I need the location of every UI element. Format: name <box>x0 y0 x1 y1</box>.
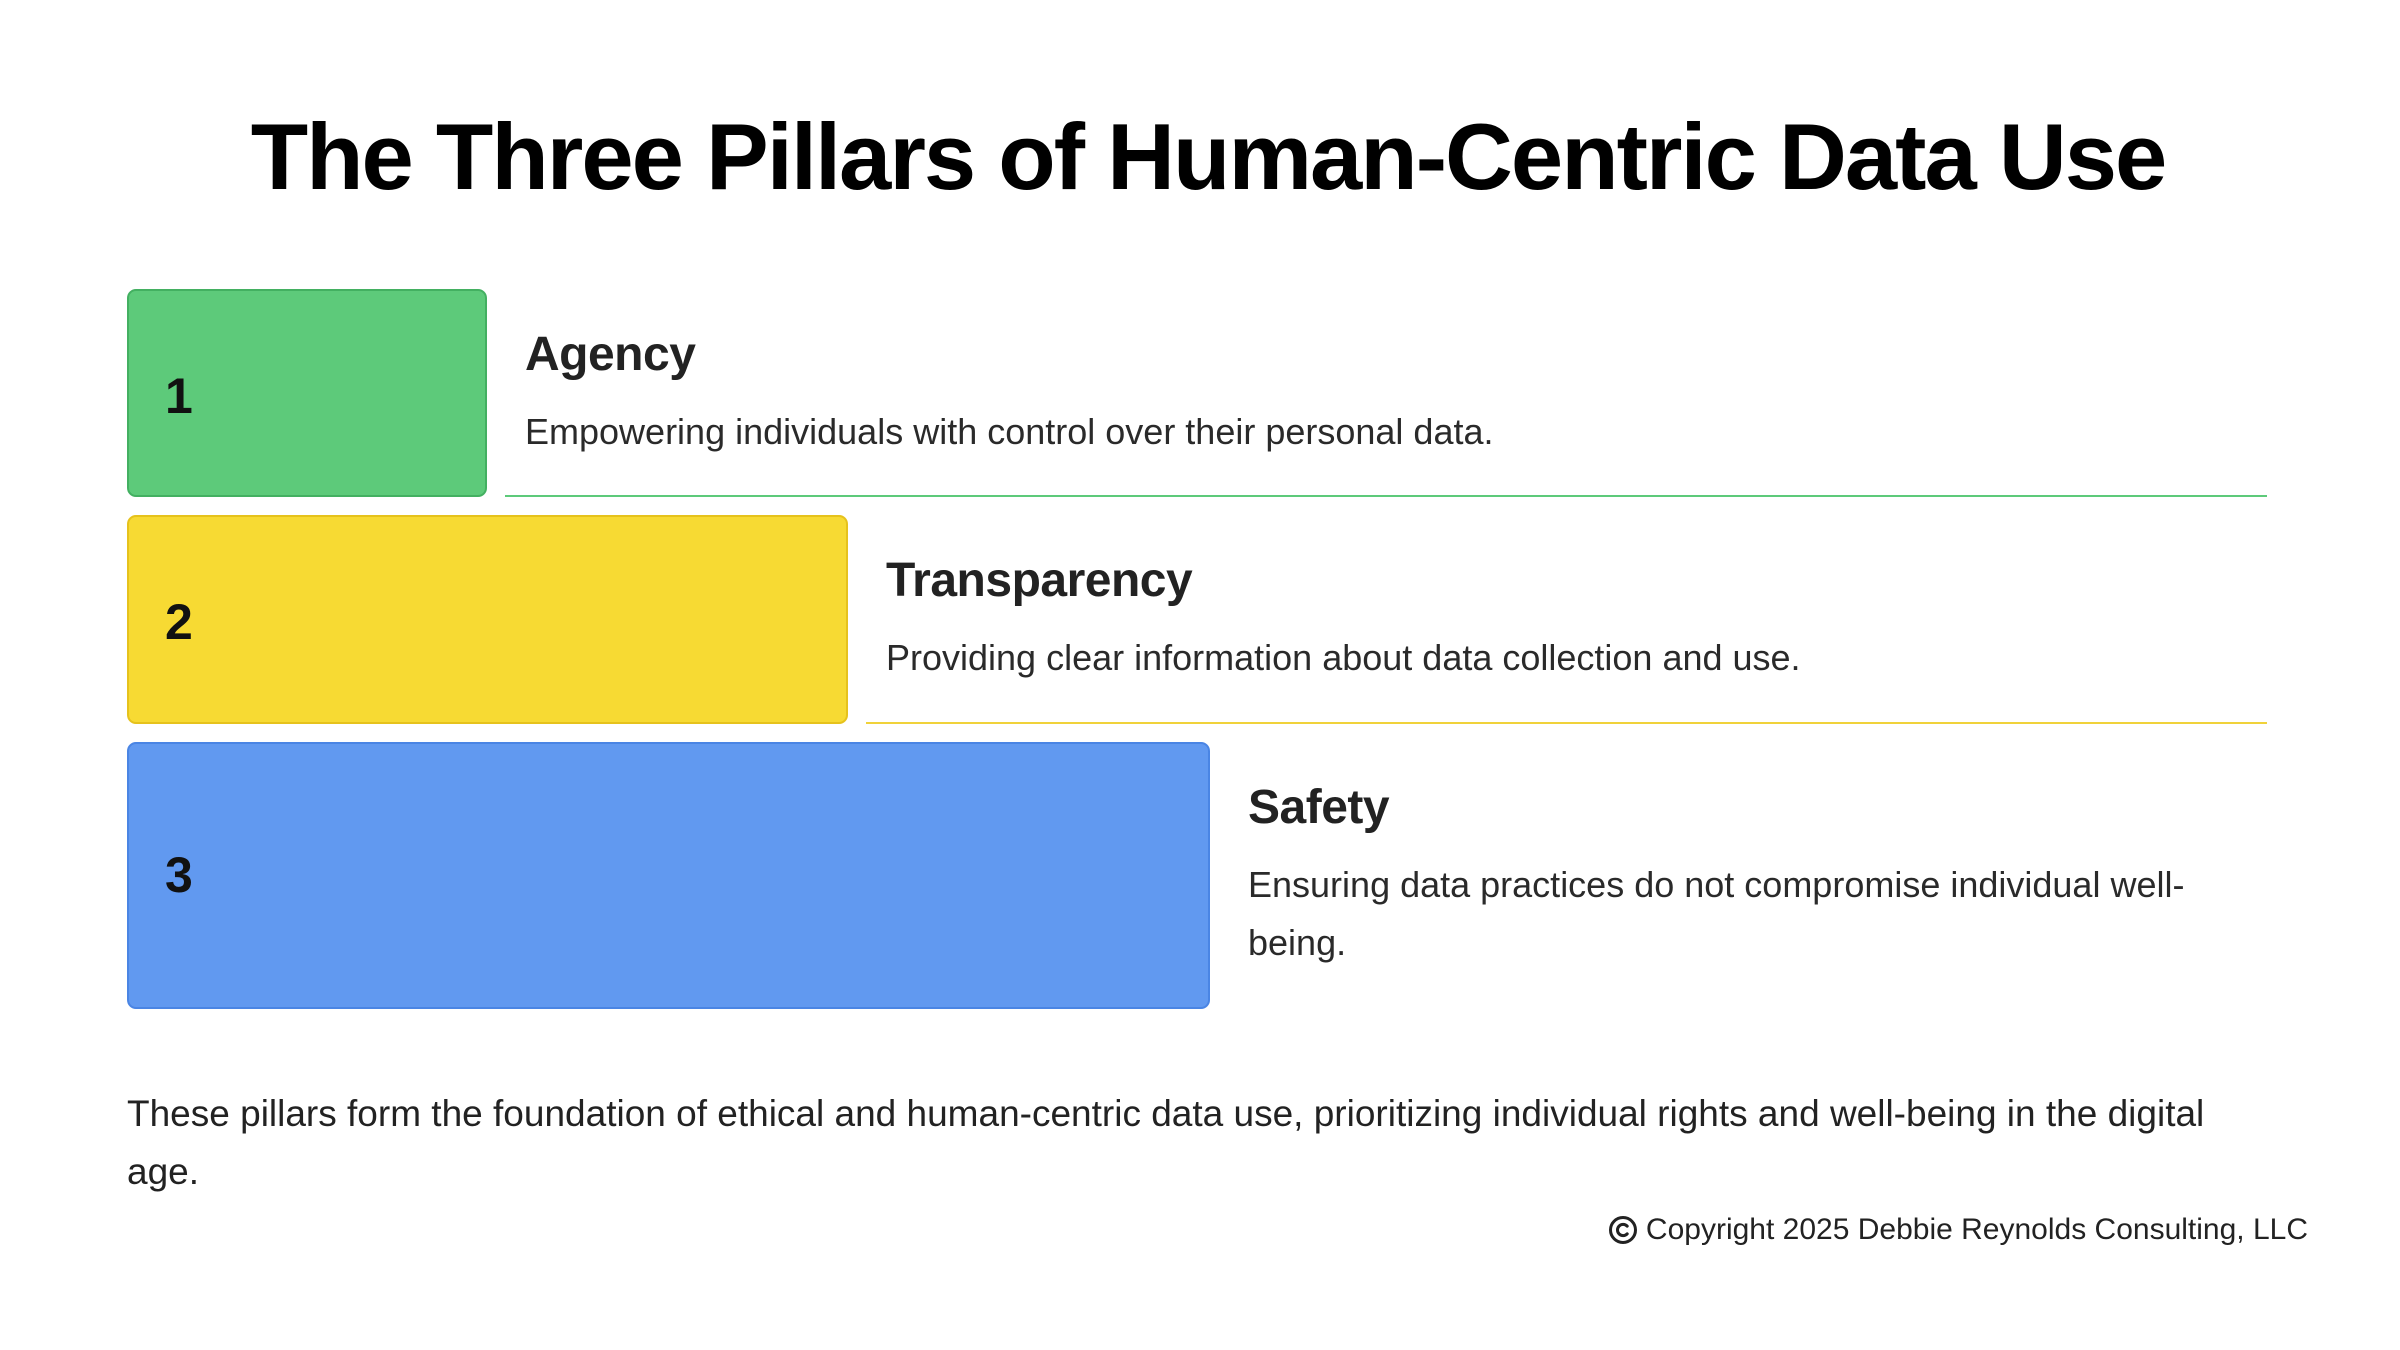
page-title: The Three Pillars of Human-Centric Data … <box>250 104 2168 209</box>
pillar-description: Empowering individuals with control over… <box>525 411 1494 452</box>
pillar-block <box>127 289 487 497</box>
pillar-transparency: 2 Transparency Providing clear informati… <box>127 515 2267 725</box>
pillar-agency: 1 Agency Empowering individuals with con… <box>127 289 2267 499</box>
pillar-description: Providing clear information about data c… <box>886 637 1801 678</box>
pillar-title: Safety <box>1248 781 1390 834</box>
pillar-divider <box>505 495 2267 497</box>
summary-text: These pillars form the foundation of eth… <box>127 1093 2205 1192</box>
pillar-divider <box>866 722 2267 724</box>
pillar-number: 1 <box>165 368 193 424</box>
pillar-title: Agency <box>525 328 696 381</box>
pillar-number: 3 <box>165 847 193 903</box>
pillar-description: Ensuring data practices do not compromis… <box>1248 864 2185 963</box>
pillar-block <box>127 742 1210 1009</box>
copyright-text: Copyright 2025 Debbie Reynolds Consultin… <box>1645 1213 2308 1246</box>
copyright-footer: Copyright 2025 Debbie Reynolds Consultin… <box>1608 1213 2308 1247</box>
pillar-title: Transparency <box>886 554 1193 607</box>
pillar-number: 2 <box>165 594 193 650</box>
copyright-icon <box>1608 1215 1638 1245</box>
pillar-safety: 3 Safety Ensuring data practices do not … <box>127 742 2267 1012</box>
pillar-block <box>127 515 848 724</box>
